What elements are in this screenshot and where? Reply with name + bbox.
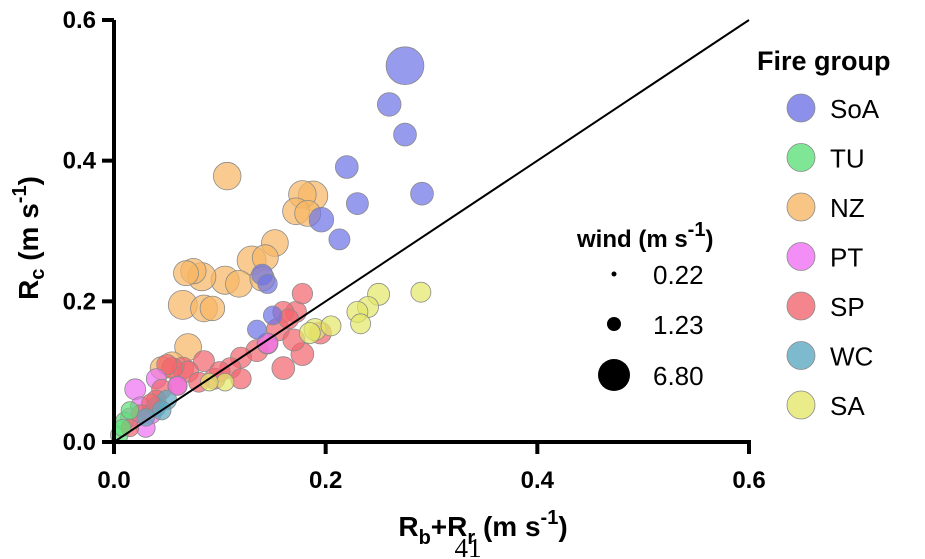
x-axis-title-sub1: b — [419, 527, 431, 549]
size-legend-title-close: ) — [705, 226, 713, 253]
legend-marker-soa — [786, 93, 816, 123]
data-point-soa — [328, 228, 351, 251]
data-point-sa — [350, 313, 372, 335]
wind-size-legend: 0.22 1.23 6.80 — [598, 260, 704, 391]
legend-marker-nz — [786, 192, 816, 222]
data-point-soa — [262, 305, 283, 326]
x-tick-label: 0.4 — [521, 467, 555, 494]
x-tick-label: 0.6 — [732, 467, 765, 494]
data-point-sp — [230, 368, 252, 390]
y-axis-title: Rc (m s-1) — [9, 176, 49, 300]
size-legend-marker — [607, 317, 621, 331]
data-point-tu — [120, 401, 140, 420]
x-tick-label: 0.0 — [97, 467, 130, 494]
data-point-sp — [291, 282, 313, 305]
page-number: 41 — [455, 533, 482, 559]
legend-marker-pt — [786, 242, 816, 271]
data-point-nz — [225, 269, 253, 298]
data-point-sp — [156, 353, 178, 376]
y-axis-title-unit: (m s — [13, 203, 44, 268]
data-point-sa — [320, 315, 342, 337]
size-legend-title: wind (m s-1) — [576, 219, 713, 253]
data-point-soa — [247, 319, 267, 340]
data-point-nz — [173, 260, 199, 287]
legend-label-soa: SoA — [830, 94, 880, 124]
size-legend-title-main: wind (m s — [576, 226, 688, 253]
y-axis-title-sup: -1 — [9, 185, 31, 203]
legend-marker-sp — [786, 291, 816, 321]
data-point-soa — [334, 155, 359, 179]
data-point-soa — [385, 46, 425, 85]
x-axis-title-plus: +R — [431, 511, 468, 542]
legend-marker-tu — [786, 143, 816, 172]
x-axis-title: Rb+Rr (m s-1) — [398, 507, 567, 549]
y-axis-title-main: R — [13, 280, 44, 300]
legend-title: Fire group — [757, 46, 891, 76]
data-point-soa — [377, 92, 402, 117]
y-tick-label: 0.0 — [63, 429, 96, 456]
x-axis-title-main: R — [398, 511, 418, 542]
data-point-soa — [410, 181, 434, 206]
data-point-sa — [215, 373, 235, 392]
y-tick-label: 0.6 — [63, 7, 96, 34]
data-points — [110, 46, 434, 445]
x-axis-title-unit: (m s — [475, 511, 540, 542]
data-point-soa — [257, 273, 278, 294]
legend-label-sp: SP — [830, 292, 865, 322]
x-axis-title-sup: -1 — [541, 507, 559, 529]
data-point-nz — [212, 161, 242, 191]
x-axis-title-sub2: r — [467, 527, 475, 549]
x-axis-title-close: ) — [558, 511, 567, 542]
legend-marker-wc — [786, 341, 816, 370]
data-point-wc — [136, 408, 156, 427]
y-axis-title-close: ) — [13, 176, 44, 185]
x-tick-label: 0.2 — [309, 467, 342, 494]
fire-group-legend: SoA TU NZ PT SP WC SA — [786, 93, 880, 421]
y-tick-label: 0.4 — [63, 148, 97, 175]
legend-label-wc: WC — [830, 342, 873, 372]
y-axis-title-sub: c — [27, 269, 49, 280]
axis-ticks: 0.0 0.2 0.4 0.6 0.0 0.2 0.4 0.6 — [63, 7, 766, 494]
size-legend-title-sup: -1 — [688, 219, 706, 241]
legend-marker-sa — [786, 390, 816, 420]
reference-line — [113, 19, 750, 443]
data-point-nz — [199, 295, 226, 322]
data-point-sa — [410, 281, 432, 303]
legend-label-tu: TU — [830, 144, 865, 174]
legend-label-pt: PT — [830, 243, 863, 273]
size-legend-label: 6.80 — [653, 361, 704, 391]
y-tick-label: 0.2 — [63, 288, 96, 315]
size-legend-marker — [598, 359, 630, 391]
data-point-pt — [167, 375, 188, 396]
data-point-sa — [200, 373, 219, 392]
legend-label-nz: NZ — [830, 193, 865, 223]
data-point-sa — [298, 322, 321, 344]
data-point-soa — [393, 122, 417, 147]
legend-label-sa: SA — [830, 391, 865, 421]
data-point-soa — [345, 192, 369, 216]
data-point-soa — [308, 206, 335, 233]
size-legend-label: 1.23 — [653, 310, 704, 340]
size-legend-marker — [611, 271, 617, 277]
data-point-pt — [257, 333, 278, 354]
data-point-sp — [271, 356, 296, 380]
data-point-tu — [113, 418, 132, 437]
size-legend-label: 0.22 — [653, 260, 704, 290]
data-point-sp — [193, 350, 215, 373]
